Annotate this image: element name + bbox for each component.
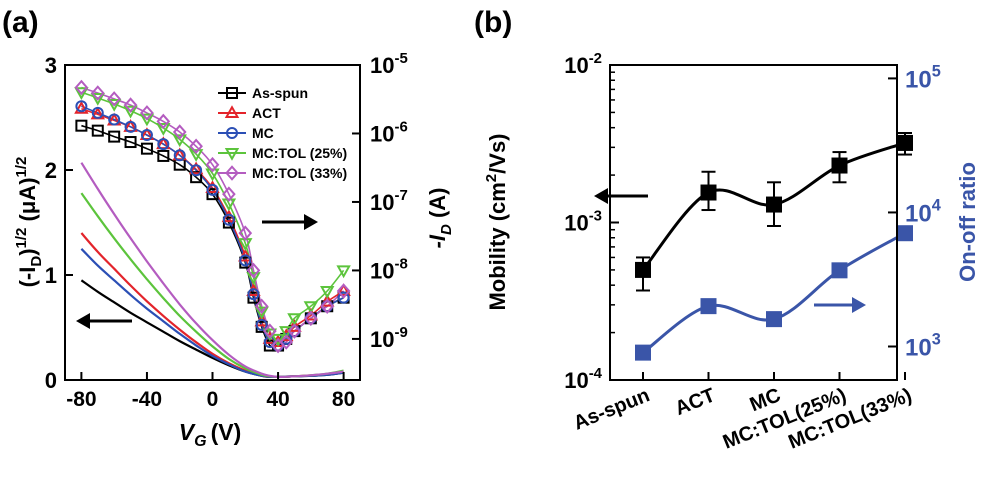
legend-label-act: ACT <box>252 105 281 121</box>
y-right-tick-label: 10-8 <box>370 256 408 284</box>
mobility-series <box>635 133 913 291</box>
panel-a-label: (a) <box>2 6 39 39</box>
panel-b-frame <box>610 65 897 380</box>
arrow-on-off-axis <box>814 297 866 313</box>
panel-b-label: (b) <box>474 6 512 39</box>
panel-b-y-right-label: On-off ratio <box>955 162 980 282</box>
y-left-tick-label: 0 <box>45 368 57 393</box>
panel-a-x-ticks: -80 -40 0 40 80 <box>66 372 355 411</box>
panel-a-y-left-label: (-ID)1/2 (μA)1/2 <box>13 157 45 288</box>
mobility-point <box>635 262 651 278</box>
x-tick-label: 40 <box>266 388 289 411</box>
on-off-series <box>635 225 913 360</box>
y-right-tick-label: 10-5 <box>370 50 408 78</box>
legend-label-mc: MC <box>252 125 274 141</box>
mobility-point <box>766 197 782 213</box>
on-off-point <box>635 345 651 361</box>
arrow-mobility-axis <box>594 188 648 204</box>
mobility-point <box>897 135 913 151</box>
y-right-tick-label: 105 <box>905 63 941 94</box>
x-tick-label-act: ACT <box>672 384 718 420</box>
y-left-tick-label: 3 <box>45 53 57 78</box>
panel-a-y-right-label: -ID (A) <box>425 188 455 249</box>
on-off-point <box>701 298 717 314</box>
legend-label-mc-tol-25: MC:TOL (25%) <box>252 145 347 161</box>
y-right-tick-label: 10-7 <box>370 187 408 215</box>
panel-a-x-label: VG(V) <box>179 419 241 450</box>
legend-label-as-spun: As-spun <box>252 85 308 101</box>
sqrt-curve-as-spun <box>81 280 343 377</box>
panel-b-y-right-ticks: 103 104 105 <box>888 63 941 362</box>
mobility-point <box>832 158 848 174</box>
x-tick-label: 80 <box>332 388 355 411</box>
log-point-as-spun <box>76 121 86 131</box>
y-left-tick-label: 1 <box>45 263 57 288</box>
on-off-point <box>832 262 848 278</box>
panel-b-x-ticks: As-spunACTMCMC:TOL(25%)MC:TOL(33%) <box>570 372 914 454</box>
panel-a-y-left-ticks: 0 1 2 3 <box>45 53 73 393</box>
y-right-tick-label: 103 <box>905 331 941 362</box>
y-right-tick-label: 10-9 <box>370 324 408 352</box>
y-right-tick-label: 10-6 <box>370 119 408 147</box>
on-off-point <box>766 311 782 327</box>
panel-b-y-left-label: Mobility (cm2/Vs) <box>483 133 510 310</box>
y-left-tick-label: 2 <box>45 158 57 183</box>
y-left-tick-label: 10-3 <box>564 208 602 236</box>
y-right-tick-label: 104 <box>905 197 941 228</box>
mobility-point <box>701 185 717 201</box>
y-left-tick-label: 10-4 <box>564 365 602 393</box>
y-left-tick-label: 10-2 <box>564 50 602 78</box>
x-tick-label: -40 <box>132 388 162 411</box>
panel-a: (a) -80 -40 0 40 80 0 1 2 3 10-9 10-8 10-7 10-6 10-… <box>2 6 455 450</box>
panel-a-legend: As-spun ACT MC MC:TOL (25%) MC:TOL (33%) <box>218 85 347 181</box>
on-off-line <box>643 233 905 352</box>
on-off-point <box>897 225 913 241</box>
panel-a-curves <box>81 88 343 377</box>
panel-b: (b) As-spunACTMCMC:TOL(25%)MC:TOL(33%) 1… <box>474 6 980 454</box>
x-tick-label: 0 <box>207 388 219 411</box>
legend-label-mc-tol-33: MC:TOL (33%) <box>252 165 347 181</box>
x-tick-label: -80 <box>66 388 96 411</box>
arrow-left-axis <box>76 313 132 329</box>
arrow-right-axis <box>262 214 318 230</box>
